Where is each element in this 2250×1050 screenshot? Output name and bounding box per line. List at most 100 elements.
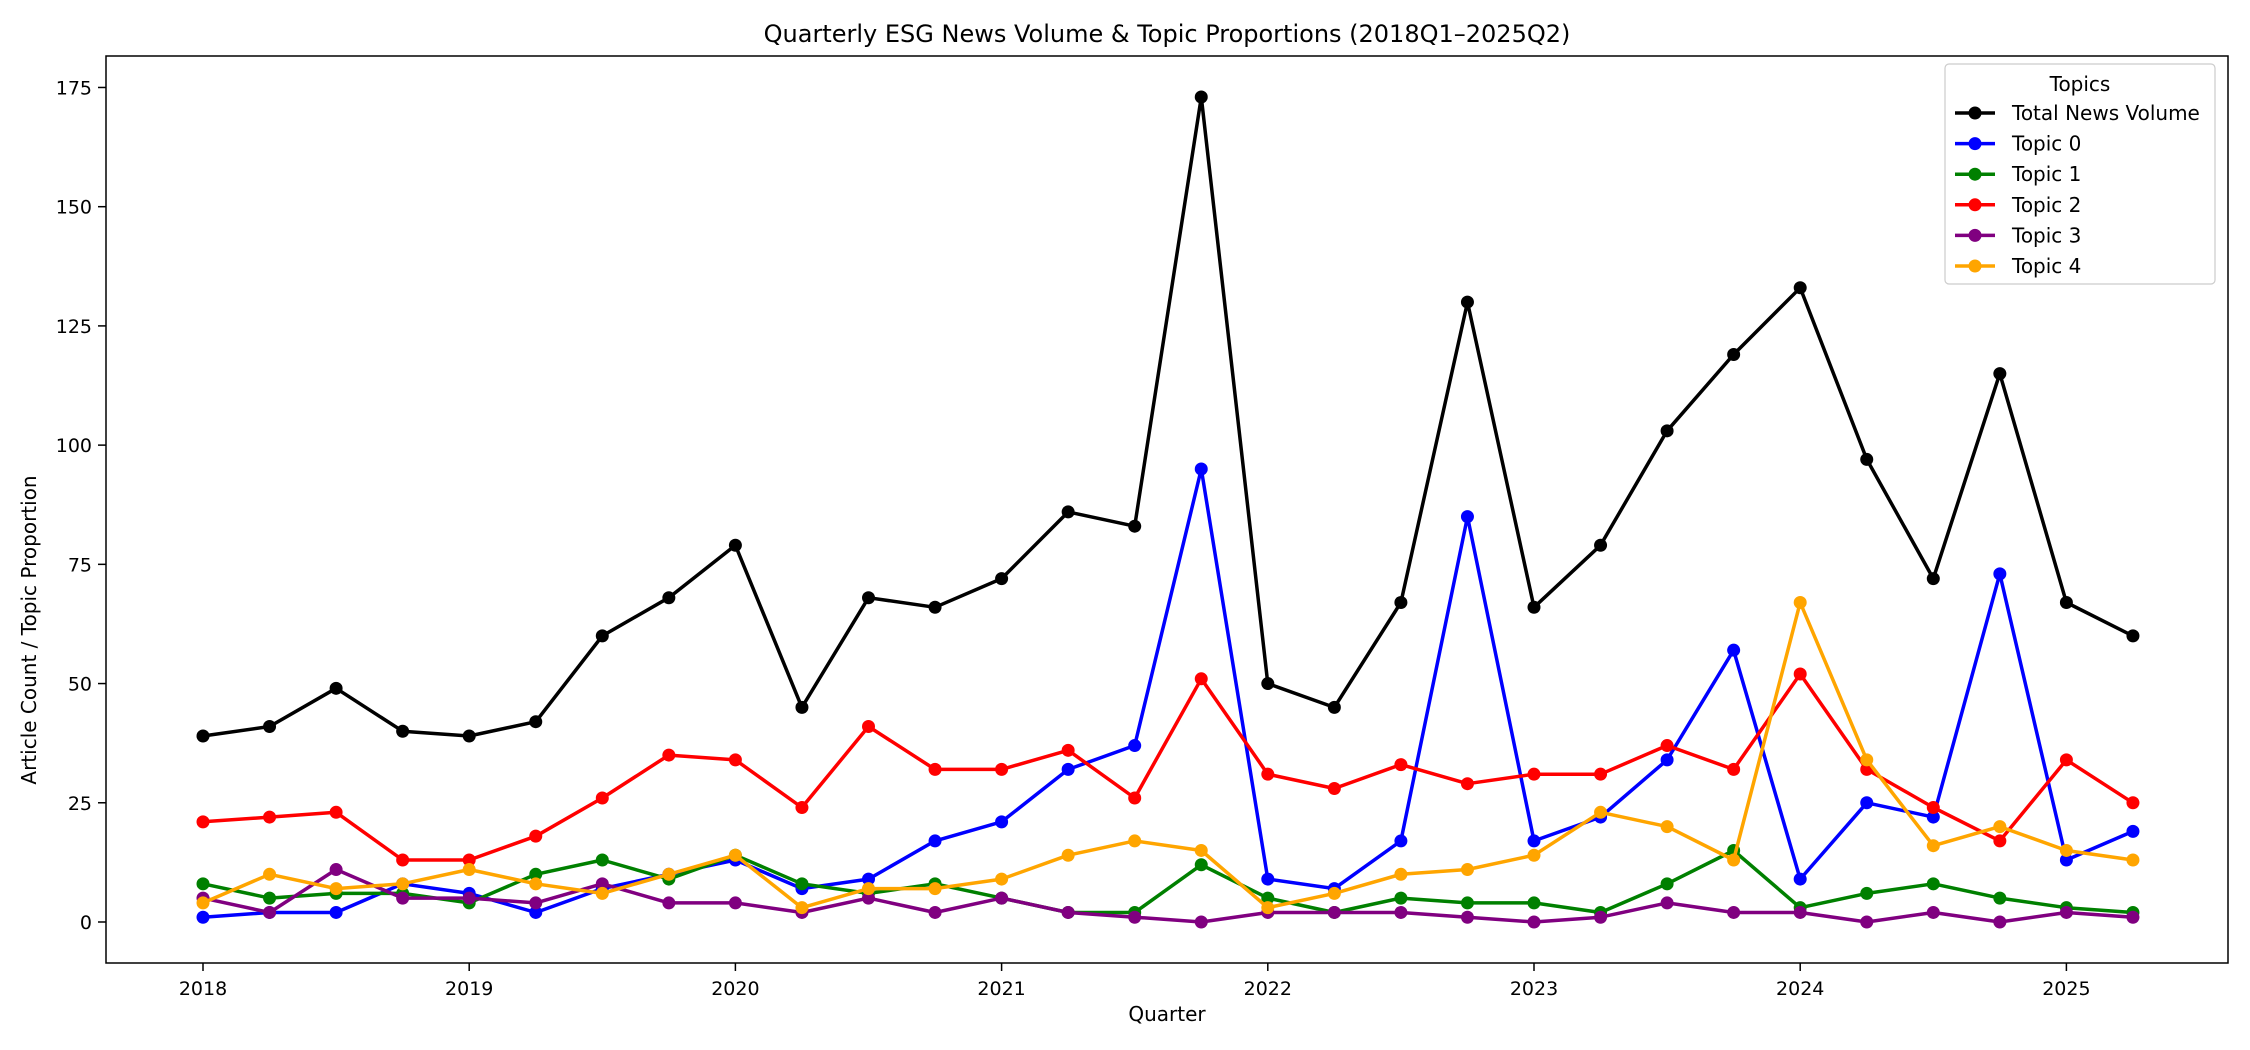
data-point bbox=[1460, 896, 1474, 910]
data-point bbox=[862, 882, 875, 896]
data-point bbox=[928, 600, 942, 614]
data-point bbox=[1527, 767, 1541, 781]
plot-frame bbox=[105, 55, 2229, 964]
data-point bbox=[1727, 762, 1741, 776]
data-point bbox=[1993, 834, 2007, 848]
data-point bbox=[196, 910, 210, 924]
data-point bbox=[196, 815, 210, 829]
data-point bbox=[1727, 905, 1741, 919]
data-point bbox=[595, 629, 609, 643]
data-point bbox=[1793, 872, 1807, 886]
data-point bbox=[1926, 839, 1940, 853]
data-point bbox=[396, 891, 410, 905]
series-line bbox=[202, 672, 2134, 862]
data-point bbox=[462, 853, 476, 867]
data-point bbox=[1793, 595, 1807, 609]
legend-item: Topic 2 bbox=[1955, 193, 2081, 217]
legend-swatch-marker bbox=[1968, 106, 1982, 120]
data-point bbox=[1926, 877, 1940, 891]
data-point bbox=[263, 891, 277, 905]
data-point bbox=[1460, 777, 1474, 791]
legend-label: Topic 4 bbox=[2011, 254, 2081, 278]
data-point bbox=[1061, 762, 1075, 776]
x-tick-label: 2022 bbox=[1244, 978, 1292, 1000]
data-point bbox=[795, 877, 809, 891]
data-point bbox=[1527, 848, 1541, 862]
data-point bbox=[595, 886, 609, 900]
data-point bbox=[529, 867, 543, 881]
data-point bbox=[263, 905, 277, 919]
x-tick-label: 2018 bbox=[179, 978, 227, 1000]
data-point bbox=[1460, 510, 1474, 524]
data-point bbox=[196, 877, 210, 891]
data-point bbox=[795, 700, 809, 714]
data-point bbox=[1660, 753, 1674, 767]
data-point bbox=[329, 681, 343, 695]
data-point bbox=[1327, 886, 1341, 900]
legend-swatch-marker bbox=[1968, 167, 1982, 181]
data-point bbox=[1527, 600, 1541, 614]
data-point bbox=[529, 829, 543, 843]
data-point bbox=[329, 863, 343, 877]
legend-item: Topic 3 bbox=[1955, 223, 2081, 247]
data-point bbox=[862, 719, 875, 733]
data-point bbox=[995, 815, 1009, 829]
data-point bbox=[1527, 915, 1541, 929]
data-point bbox=[1594, 767, 1608, 781]
data-point bbox=[928, 905, 942, 919]
data-point bbox=[595, 853, 609, 867]
data-point bbox=[1926, 905, 1940, 919]
legend-label: Topic 0 bbox=[2011, 132, 2081, 156]
data-point bbox=[1993, 367, 2007, 381]
y-axis-label: Article Count / Topic Proportion bbox=[17, 475, 41, 784]
data-point bbox=[1394, 595, 1408, 609]
data-point bbox=[995, 891, 1009, 905]
data-point bbox=[995, 872, 1009, 886]
data-point bbox=[795, 801, 809, 815]
data-point bbox=[1061, 505, 1075, 519]
data-point bbox=[595, 877, 609, 891]
data-point bbox=[329, 905, 343, 919]
data-point bbox=[1128, 519, 1142, 533]
data-point bbox=[2059, 753, 2073, 767]
data-point bbox=[728, 848, 742, 862]
data-point bbox=[1261, 901, 1275, 915]
legend-swatch-marker bbox=[1968, 259, 1982, 273]
data-point bbox=[1926, 810, 1940, 824]
data-point bbox=[728, 753, 742, 767]
data-point bbox=[662, 591, 676, 605]
legend-item: Topic 4 bbox=[1955, 254, 2081, 278]
legend-item: Total News Volume bbox=[1955, 101, 2200, 125]
data-point bbox=[1394, 905, 1408, 919]
data-point bbox=[1460, 295, 1474, 309]
data-point bbox=[928, 834, 942, 848]
data-point bbox=[1660, 877, 1674, 891]
series-layer bbox=[196, 90, 2140, 929]
data-point bbox=[1061, 743, 1075, 757]
data-point bbox=[928, 762, 942, 776]
legend-swatch-marker bbox=[1968, 137, 1982, 151]
data-point bbox=[1194, 462, 1208, 476]
data-point bbox=[1993, 820, 2007, 834]
data-point bbox=[1793, 905, 1807, 919]
data-point bbox=[1194, 672, 1208, 686]
data-point bbox=[1660, 739, 1674, 753]
x-tick-label: 2021 bbox=[977, 978, 1025, 1000]
data-point bbox=[1594, 538, 1608, 552]
data-point bbox=[1527, 896, 1541, 910]
data-point bbox=[1128, 739, 1142, 753]
data-point bbox=[1394, 834, 1408, 848]
data-point bbox=[1860, 452, 1874, 466]
data-point bbox=[2059, 843, 2073, 857]
data-point bbox=[1061, 848, 1075, 862]
data-point bbox=[2059, 853, 2073, 867]
data-point bbox=[462, 729, 476, 743]
data-point bbox=[1660, 424, 1674, 438]
data-point bbox=[2126, 853, 2140, 867]
data-point bbox=[1128, 834, 1142, 848]
data-point bbox=[1394, 891, 1408, 905]
data-point bbox=[196, 896, 210, 910]
legend-swatch-marker bbox=[1968, 198, 1982, 212]
